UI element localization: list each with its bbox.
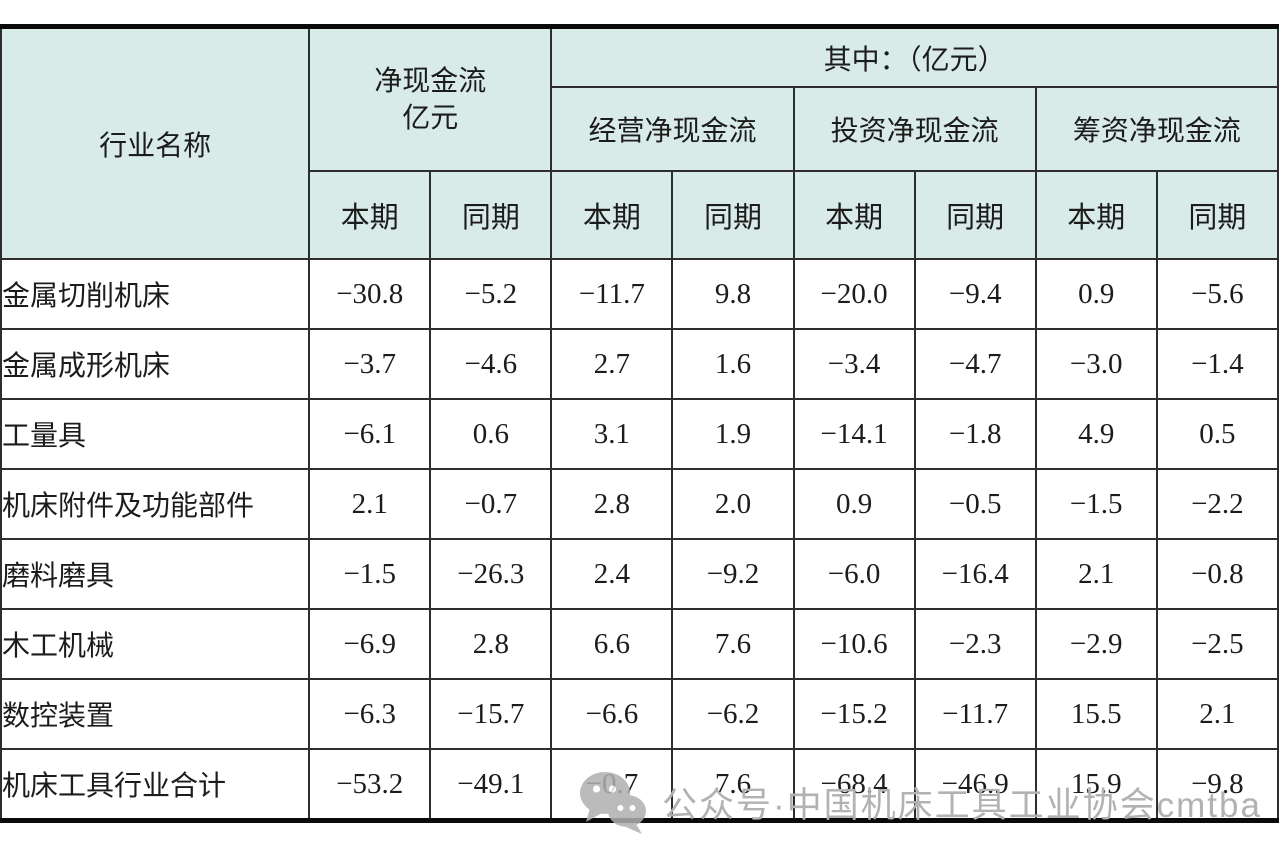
cell-value: −2.9	[1034, 608, 1158, 680]
header-period-current-2: 本期	[550, 170, 674, 260]
header-industry-name: 行业名称	[0, 24, 311, 260]
row-industry-label: 木工机械	[0, 608, 311, 680]
row-industry-label: 磨料磨具	[0, 538, 311, 610]
cell-value: −20.0	[792, 258, 916, 330]
cell-value: 2.0	[671, 468, 795, 540]
cell-value: −46.9	[913, 748, 1037, 823]
header-period-same-2: 同期	[671, 170, 795, 260]
cell-value: −68.4	[792, 748, 916, 823]
header-period-current-1: 本期	[308, 170, 432, 260]
table-row: 磨料磨具 −1.5 −26.3 2.4 −9.2 −6.0 −16.4 2.1 …	[0, 538, 1280, 610]
cell-value: −5.6	[1155, 258, 1280, 330]
cell-value: −5.2	[429, 258, 553, 330]
row-industry-label: 机床附件及功能部件	[0, 468, 311, 540]
cell-value: 2.8	[429, 608, 553, 680]
row-industry-label: 金属切削机床	[0, 258, 311, 330]
cell-value: −15.7	[429, 678, 553, 750]
cell-value: −0.7	[429, 468, 553, 540]
header-net-cash-flow-line2: 亿元	[402, 101, 459, 133]
cell-value: −2.2	[1155, 468, 1280, 540]
cell-value: −4.6	[429, 328, 553, 400]
row-industry-label: 数控装置	[0, 678, 311, 750]
header-period-current-4: 本期	[1034, 170, 1158, 260]
header-investment-net-cash-flow: 投资净现金流	[792, 86, 1037, 172]
cell-value: −0.5	[913, 468, 1037, 540]
table-row: 金属切削机床 −30.8 −5.2 −11.7 9.8 −20.0 −9.4 0…	[0, 258, 1280, 330]
header-period-same-3: 同期	[913, 170, 1037, 260]
cell-value: −11.7	[550, 258, 674, 330]
cell-value: −6.2	[671, 678, 795, 750]
table-row: 木工机械 −6.9 2.8 6.6 7.6 −10.6 −2.3 −2.9 −2…	[0, 608, 1280, 680]
cell-value: −10.6	[792, 608, 916, 680]
cell-value: 2.4	[550, 538, 674, 610]
cell-value: −9.2	[671, 538, 795, 610]
cell-value: −30.8	[308, 258, 432, 330]
header-period-same-4: 同期	[1155, 170, 1280, 260]
cell-value: −1.5	[308, 538, 432, 610]
cell-value: 6.6	[550, 608, 674, 680]
cell-value: 1.9	[671, 398, 795, 470]
header-among-which: 其中：（亿元）	[550, 24, 1279, 88]
header-net-cash-flow: 净现金流 亿元	[308, 24, 553, 172]
cell-value: 2.7	[550, 328, 674, 400]
cell-value: −9.4	[913, 258, 1037, 330]
cell-value: −6.3	[308, 678, 432, 750]
cell-value: −11.7	[913, 678, 1037, 750]
cell-value: −0.7	[550, 748, 674, 823]
cell-value: 15.5	[1034, 678, 1158, 750]
cell-value: 15.9	[1034, 748, 1158, 823]
cell-value: 0.5	[1155, 398, 1280, 470]
row-industry-label: 工量具	[0, 398, 311, 470]
cell-value: −6.6	[550, 678, 674, 750]
cell-value: −1.5	[1034, 468, 1158, 540]
cell-value: −53.2	[308, 748, 432, 823]
cell-value: 0.9	[792, 468, 916, 540]
cell-value: −26.3	[429, 538, 553, 610]
cell-value: −16.4	[913, 538, 1037, 610]
table-row-total: 机床工具行业合计 −53.2 −49.1 −0.7 7.6 −68.4 −46.…	[0, 748, 1280, 823]
header-operating-net-cash-flow: 经营净现金流	[550, 86, 795, 172]
cell-value: 9.8	[671, 258, 795, 330]
cell-value: −4.7	[913, 328, 1037, 400]
row-industry-label: 机床工具行业合计	[0, 748, 311, 823]
cell-value: 2.1	[308, 468, 432, 540]
row-industry-label: 金属成形机床	[0, 328, 311, 400]
cell-value: −1.8	[913, 398, 1037, 470]
cell-value: −3.4	[792, 328, 916, 400]
cell-value: −6.1	[308, 398, 432, 470]
cell-value: −15.2	[792, 678, 916, 750]
cell-value: 1.6	[671, 328, 795, 400]
cell-value: 7.6	[671, 608, 795, 680]
header-period-current-3: 本期	[792, 170, 916, 260]
table-row: 机床附件及功能部件 2.1 −0.7 2.8 2.0 0.9 −0.5 −1.5…	[0, 468, 1280, 540]
cell-value: −3.0	[1034, 328, 1158, 400]
cell-value: −1.4	[1155, 328, 1280, 400]
cell-value: 0.9	[1034, 258, 1158, 330]
cell-value: 2.1	[1155, 678, 1280, 750]
cell-value: −9.8	[1155, 748, 1280, 823]
cell-value: −6.9	[308, 608, 432, 680]
table-row: 数控装置 −6.3 −15.7 −6.6 −6.2 −15.2 −11.7 15…	[0, 678, 1280, 750]
cell-value: 4.9	[1034, 398, 1158, 470]
cell-value: −2.5	[1155, 608, 1280, 680]
cell-value: 3.1	[550, 398, 674, 470]
cell-value: −6.0	[792, 538, 916, 610]
cell-value: −14.1	[792, 398, 916, 470]
cell-value: 7.6	[671, 748, 795, 823]
table-row: 工量具 −6.1 0.6 3.1 1.9 −14.1 −1.8 4.9 0.5	[0, 398, 1280, 470]
cell-value: −49.1	[429, 748, 553, 823]
header-financing-net-cash-flow: 筹资净现金流	[1034, 86, 1280, 172]
cell-value: 2.8	[550, 468, 674, 540]
header-net-cash-flow-line1: 净现金流	[374, 65, 487, 97]
cell-value: −2.3	[913, 608, 1037, 680]
cash-flow-table: 行业名称 净现金流 亿元 其中：（亿元） 经营净现金流 投资净现金流 筹资净现金…	[0, 24, 1280, 823]
table-row: 金属成形机床 −3.7 −4.6 2.7 1.6 −3.4 −4.7 −3.0 …	[0, 328, 1280, 400]
header-period-same-1: 同期	[429, 170, 553, 260]
cell-value: 2.1	[1034, 538, 1158, 610]
cell-value: −3.7	[308, 328, 432, 400]
cell-value: −0.8	[1155, 538, 1280, 610]
cell-value: 0.6	[429, 398, 553, 470]
